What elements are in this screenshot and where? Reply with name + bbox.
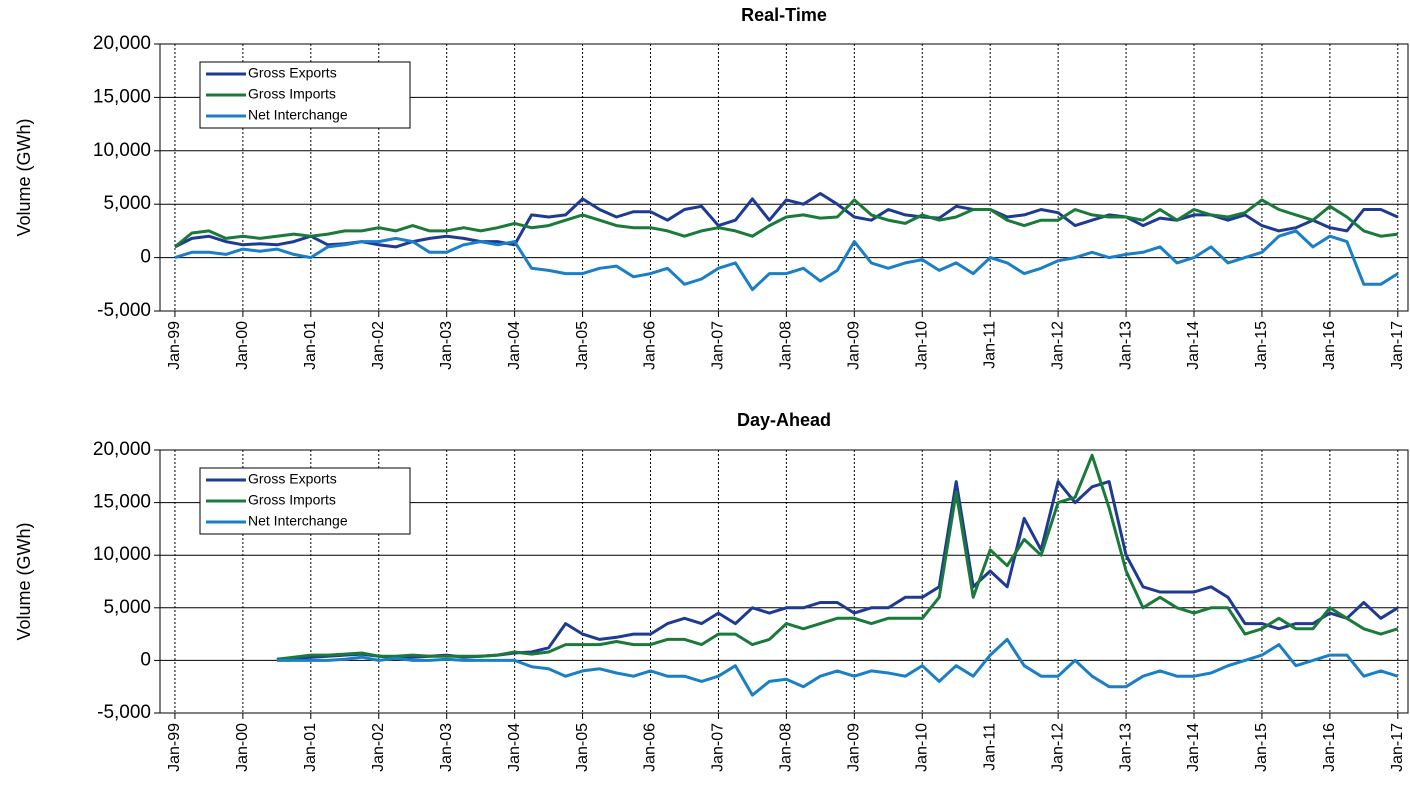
legend-label: Net Interchange — [248, 107, 348, 123]
y-tick-label: 15,000 — [93, 86, 151, 107]
plot-frame — [159, 449, 1409, 714]
legend-label: Gross Exports — [248, 65, 337, 81]
x-tick-label: Jan-17 — [1389, 321, 1406, 370]
x-tick-label: Jan-04 — [506, 321, 523, 370]
y-axis-label: Volume (GWh) — [14, 118, 34, 236]
x-tick-label: Jan-16 — [1321, 321, 1338, 370]
x-tick-label: Jan-00 — [234, 723, 251, 772]
series-line — [276, 453, 1399, 661]
x-tick-label: Jan-01 — [302, 321, 319, 370]
x-tick-label: Jan-05 — [574, 321, 591, 370]
x-tick-label: Jan-13 — [1117, 723, 1134, 772]
chart-title: Real-Time — [741, 5, 827, 25]
x-tick-label: Jan-99 — [166, 723, 183, 772]
x-tick-label: Jan-99 — [166, 321, 183, 370]
series-line — [276, 480, 1399, 661]
series-line — [174, 192, 1399, 249]
x-tick-label: Jan-17 — [1389, 723, 1406, 772]
legend-label: Net Interchange — [248, 513, 348, 529]
x-tick-label: Jan-04 — [506, 723, 523, 772]
x-tick-label: Jan-15 — [1253, 321, 1270, 370]
x-tick-label: Jan-03 — [438, 723, 455, 772]
y-tick-label: 20,000 — [93, 33, 151, 54]
x-tick-label: Jan-15 — [1253, 723, 1270, 772]
x-tick-label: Jan-10 — [913, 321, 930, 370]
x-tick-label: Jan-11 — [981, 723, 998, 771]
y-tick-label: 0 — [140, 649, 151, 670]
x-tick-label: Jan-09 — [846, 723, 863, 772]
legend-label: Gross Imports — [248, 86, 336, 102]
x-tick-label: Jan-01 — [302, 723, 319, 772]
x-tick-label: Jan-16 — [1321, 723, 1338, 772]
x-tick-label: Jan-12 — [1049, 723, 1066, 772]
x-tick-label: Jan-14 — [1185, 723, 1202, 772]
x-tick-label: Jan-08 — [778, 321, 795, 370]
y-tick-label: 5,000 — [103, 597, 151, 618]
chart-title: Day-Ahead — [737, 410, 831, 430]
y-tick-label: 15,000 — [93, 492, 151, 513]
y-tick-label: 0 — [140, 247, 151, 268]
x-tick-label: Jan-12 — [1049, 321, 1066, 370]
series-line — [276, 637, 1399, 697]
legend-label: Gross Exports — [248, 471, 337, 487]
y-tick-label: 5,000 — [103, 193, 151, 214]
legend-label: Gross Imports — [248, 492, 336, 508]
x-tick-label: Jan-02 — [370, 321, 387, 370]
y-tick-label: -5,000 — [97, 702, 151, 723]
x-tick-label: Jan-11 — [981, 321, 998, 369]
series-line — [174, 229, 1399, 292]
y-tick-label: 10,000 — [93, 140, 151, 161]
x-tick-label: Jan-05 — [574, 723, 591, 772]
y-tick-label: 20,000 — [93, 439, 151, 460]
y-axis-label: Volume (GWh) — [14, 522, 34, 640]
x-tick-label: Jan-07 — [710, 321, 727, 370]
y-tick-label: 10,000 — [93, 544, 151, 565]
x-tick-label: Jan-14 — [1185, 321, 1202, 370]
x-tick-label: Jan-13 — [1117, 321, 1134, 370]
x-tick-label: Jan-06 — [642, 723, 659, 772]
x-tick-label: Jan-00 — [234, 321, 251, 370]
x-tick-label: Jan-10 — [913, 723, 930, 772]
x-tick-label: Jan-03 — [438, 321, 455, 370]
x-tick-label: Jan-09 — [846, 321, 863, 370]
x-tick-label: Jan-08 — [778, 723, 795, 772]
x-tick-label: Jan-02 — [370, 723, 387, 772]
plot-frame — [159, 43, 1409, 312]
x-tick-label: Jan-07 — [710, 723, 727, 772]
y-tick-label: -5,000 — [97, 300, 151, 321]
series-line — [173, 198, 1398, 249]
x-tick-label: Jan-06 — [642, 321, 659, 370]
